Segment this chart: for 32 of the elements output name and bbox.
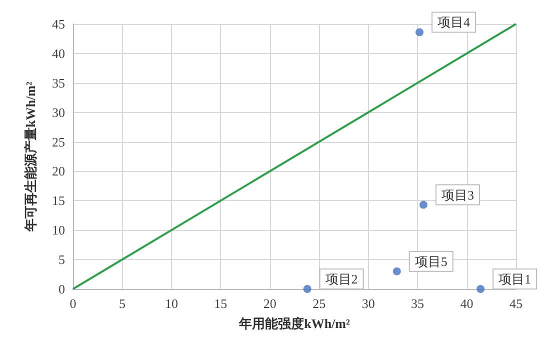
x-tick-label: 0 [70, 296, 76, 311]
annotation: 项目1 [498, 272, 532, 286]
y-tick-label: 15 [52, 193, 65, 208]
x-tick-label: 10 [164, 296, 178, 311]
point [303, 285, 312, 293]
point [476, 285, 485, 293]
y-tick-label: 0 [58, 282, 65, 296]
annotation: 项目4 [438, 14, 471, 30]
x-tick-label: 25 [312, 296, 326, 311]
y-tick-label: 30 [52, 104, 65, 120]
x-tick-label: 45 [510, 296, 522, 311]
x-axis-title: 年用能强度kWh/m² [238, 316, 350, 331]
y-axis-title: 年可再生能源产量kWh/m² [23, 82, 38, 232]
x-tick-label: 30 [362, 296, 375, 311]
point [392, 267, 401, 276]
x-tick-label: 15 [214, 296, 228, 311]
x-tick-label: 20 [263, 296, 276, 311]
annotation: 项目3 [441, 187, 474, 202]
annotation: 项目2 [325, 272, 358, 286]
point [419, 200, 428, 209]
y-tick-label: 40 [52, 46, 65, 61]
y-tick-label: 35 [52, 75, 65, 90]
annotation: 项目5 [414, 254, 448, 269]
y-tick-label: 10 [52, 222, 65, 238]
y-tick-label: 20 [52, 164, 65, 179]
y-tick-label: 5 [58, 252, 65, 268]
x-tick-label: 5 [118, 296, 126, 311]
x-tick-label: 40 [460, 296, 474, 311]
y-tick-label: 45 [52, 16, 65, 32]
x-tick-label: 35 [411, 296, 424, 311]
point [416, 28, 424, 36]
y-tick-label: 25 [52, 134, 65, 150]
